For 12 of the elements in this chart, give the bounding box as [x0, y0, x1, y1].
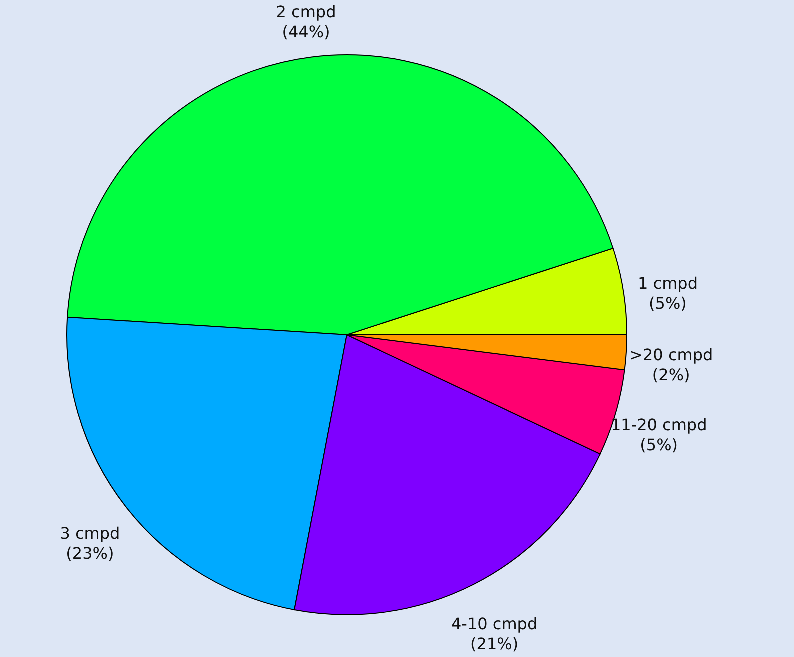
slice-label: 1 cmpd — [638, 274, 698, 294]
slice-label: 11-20 cmpd — [610, 416, 708, 435]
data-label: (2%) — [652, 365, 690, 384]
slice-label: 4-10 cmpd — [452, 614, 538, 634]
slice-label: >20 cmpd — [630, 345, 714, 364]
slice-label: 2 cmpd — [276, 2, 336, 22]
data-label: (5%) — [640, 436, 678, 455]
data-label: (5%) — [649, 294, 687, 314]
data-label: (23%) — [66, 544, 114, 564]
slice-label: 3 cmpd — [60, 524, 120, 544]
data-label: (21%) — [470, 634, 519, 654]
data-label: (44%) — [282, 22, 330, 42]
